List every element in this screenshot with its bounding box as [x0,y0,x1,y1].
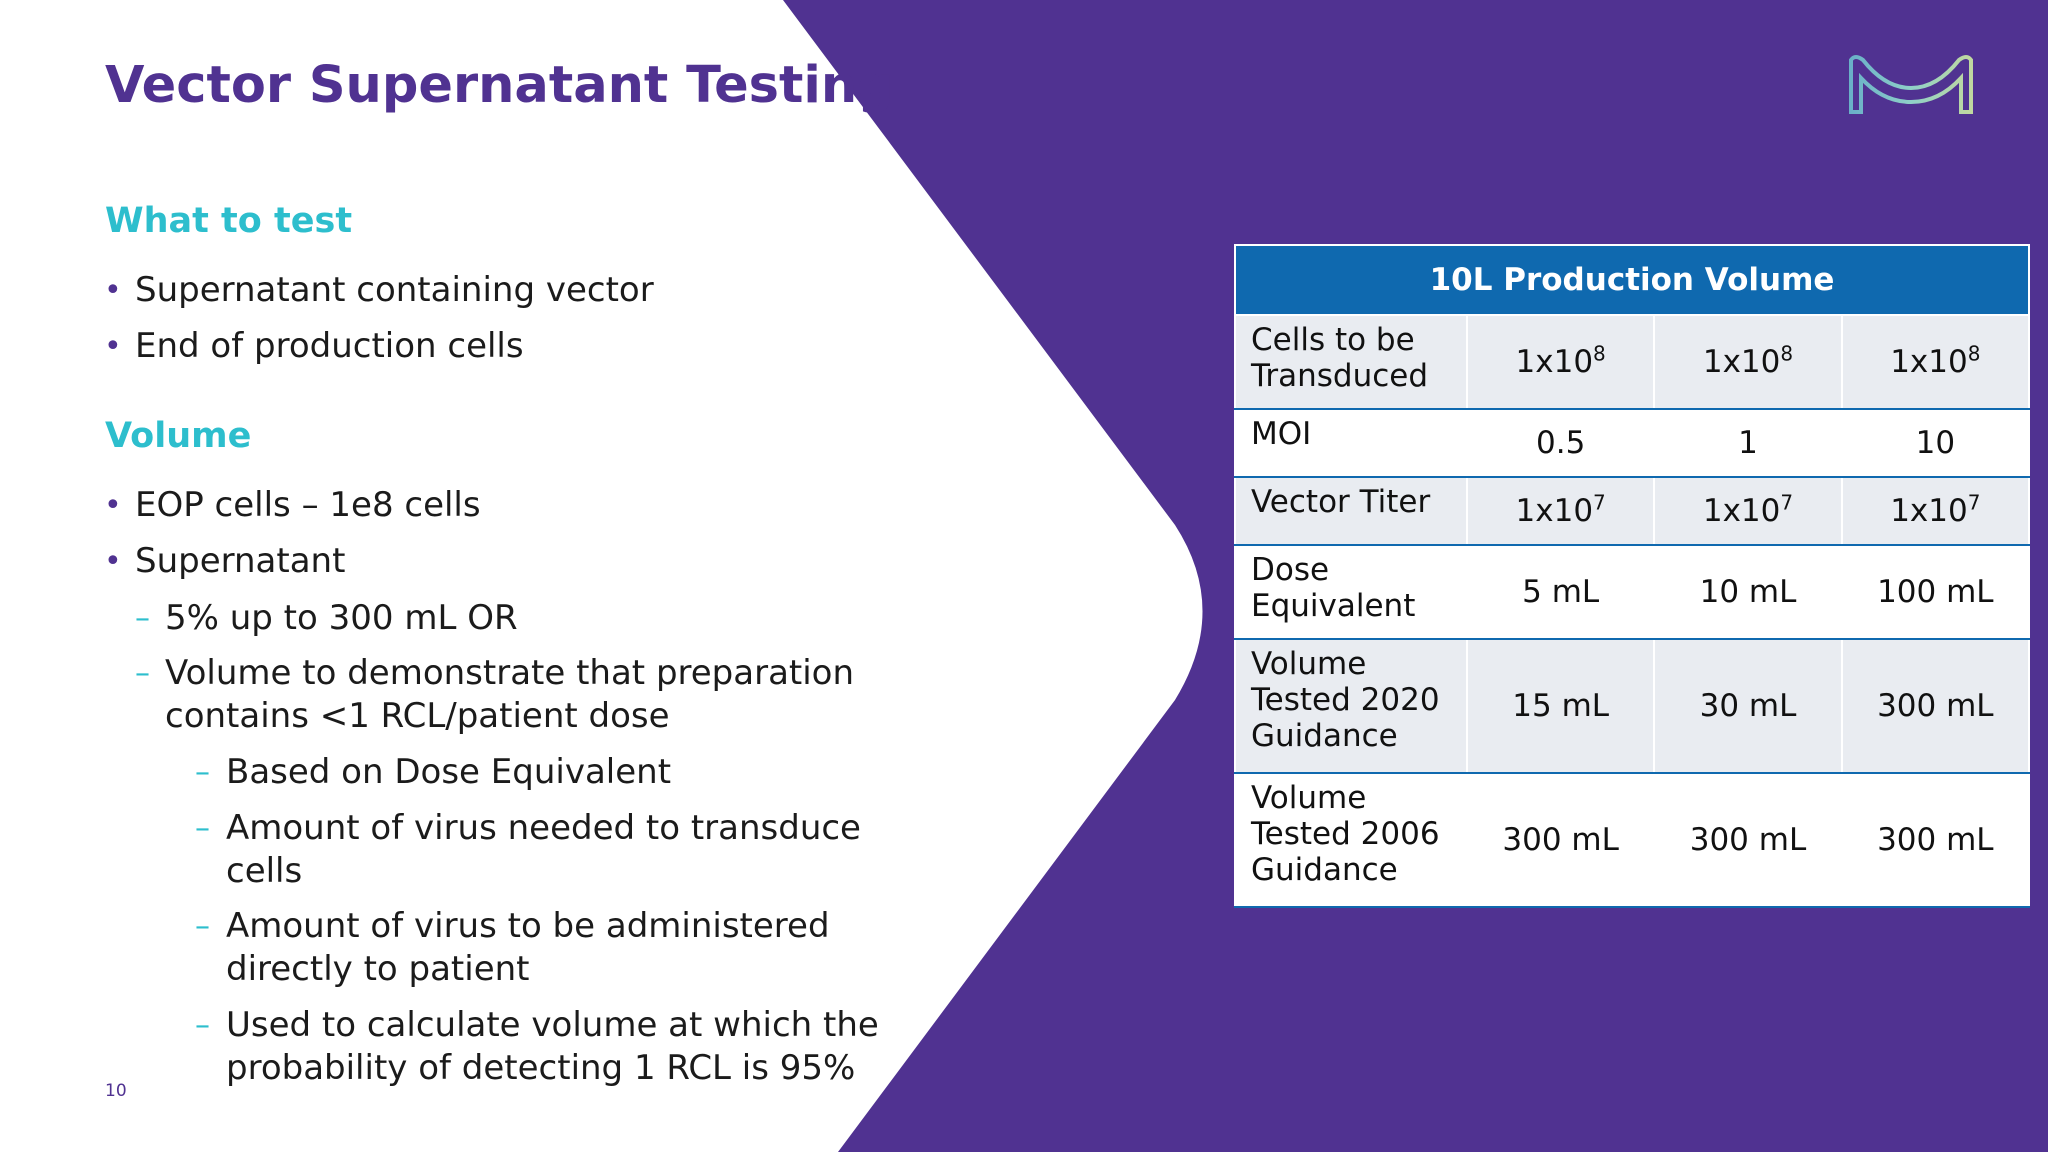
dash-bullet-icon: – [195,909,210,944]
table-row: Vector Titer 1x107 1x107 1x107 [1234,476,2031,546]
table-cell: 300 mL [1840,638,2031,774]
page-number: 10 [105,1081,127,1101]
bullet-icon: • [104,488,122,523]
table-cell: 100 mL [1840,544,2031,640]
table-cell: 15 mL [1465,638,1656,774]
section-heading-what-to-test: What to test [105,201,353,241]
sub-sub-bullet-item: Used to calculate volume at which the [226,1005,879,1045]
row-label: Vector Titer [1234,476,1468,546]
page-title: Vector Supernatant Testing [105,56,894,115]
bullet-item: Supernatant containing vector [135,270,654,310]
dash-bullet-icon: – [135,601,150,636]
table-cell: 30 mL [1653,638,1843,774]
row-label: Dose Equivalent [1234,544,1468,640]
table-cell: 1x108 [1840,314,2031,410]
table-cell: 1x108 [1465,314,1656,410]
sub-bullet-item-cont: contains <1 RCL/patient dose [165,696,670,736]
merck-m-logo [1849,55,1973,114]
table-cell: 10 mL [1653,544,1843,640]
table-cell: 1x107 [1465,476,1656,546]
sub-sub-bullet-item: Amount of virus needed to transduce [226,808,861,848]
sub-sub-bullet-item-cont: directly to patient [226,949,530,989]
table-row: Volume Tested 2020 Guidance 15 mL 30 mL 30… [1234,638,2031,774]
table-cell: 1 [1653,408,1843,478]
table-cell: 300 mL [1840,772,2031,908]
table-cell: 1x108 [1653,314,1843,410]
bullet-icon: • [104,273,122,308]
row-label: Volume Tested 2006 Guidance [1234,772,1468,908]
sub-sub-bullet-item: Amount of virus to be administered [226,906,830,946]
bullet-item: Supernatant [135,541,346,581]
table-header: 10L Production Volume [1234,244,2030,316]
table-cell: 300 mL [1653,772,1843,908]
table-cell: 1x107 [1840,476,2031,546]
table-cell: 300 mL [1465,772,1656,908]
table-cell: 0.5 [1465,408,1656,478]
bullet-item: End of production cells [135,326,524,366]
row-label: Cells to be Transduced [1234,314,1468,410]
sub-sub-bullet-item: Based on Dose Equivalent [226,752,672,792]
table-cell: 1x107 [1653,476,1843,546]
table-cell: 10 [1840,408,2031,478]
dash-bullet-icon: – [135,656,150,691]
dash-bullet-icon: – [195,755,210,790]
bullet-icon: • [104,544,122,579]
sub-sub-bullet-item-cont: cells [226,851,303,891]
table-row: Cells to be Transduced 1x108 1x108 1x108 [1234,314,2031,410]
row-label: MOI [1234,408,1468,478]
dash-bullet-icon: – [195,1008,210,1043]
sub-sub-bullet-item-cont: probability of detecting 1 RCL is 95% [226,1048,856,1088]
production-volume-table: 10L Production Volume Cells to be Transdu… [1234,244,2031,908]
table-row: MOI 0.5 1 10 [1234,408,2031,478]
sub-bullet-item: 5% up to 300 mL OR [165,598,518,638]
section-heading-volume: Volume [105,416,252,456]
bullet-icon: • [104,329,122,364]
table-row: Volume Tested 2006 Guidance 300 mL 300 mL … [1234,772,2031,908]
sub-bullet-item: Volume to demonstrate that preparation [165,653,855,693]
bullet-item: EOP cells – 1e8 cells [135,485,481,525]
dash-bullet-icon: – [195,811,210,846]
row-label: Volume Tested 2020 Guidance [1234,638,1468,774]
table-cell: 5 mL [1465,544,1656,640]
table-row: Dose Equivalent 5 mL 10 mL 100 mL [1234,544,2031,640]
